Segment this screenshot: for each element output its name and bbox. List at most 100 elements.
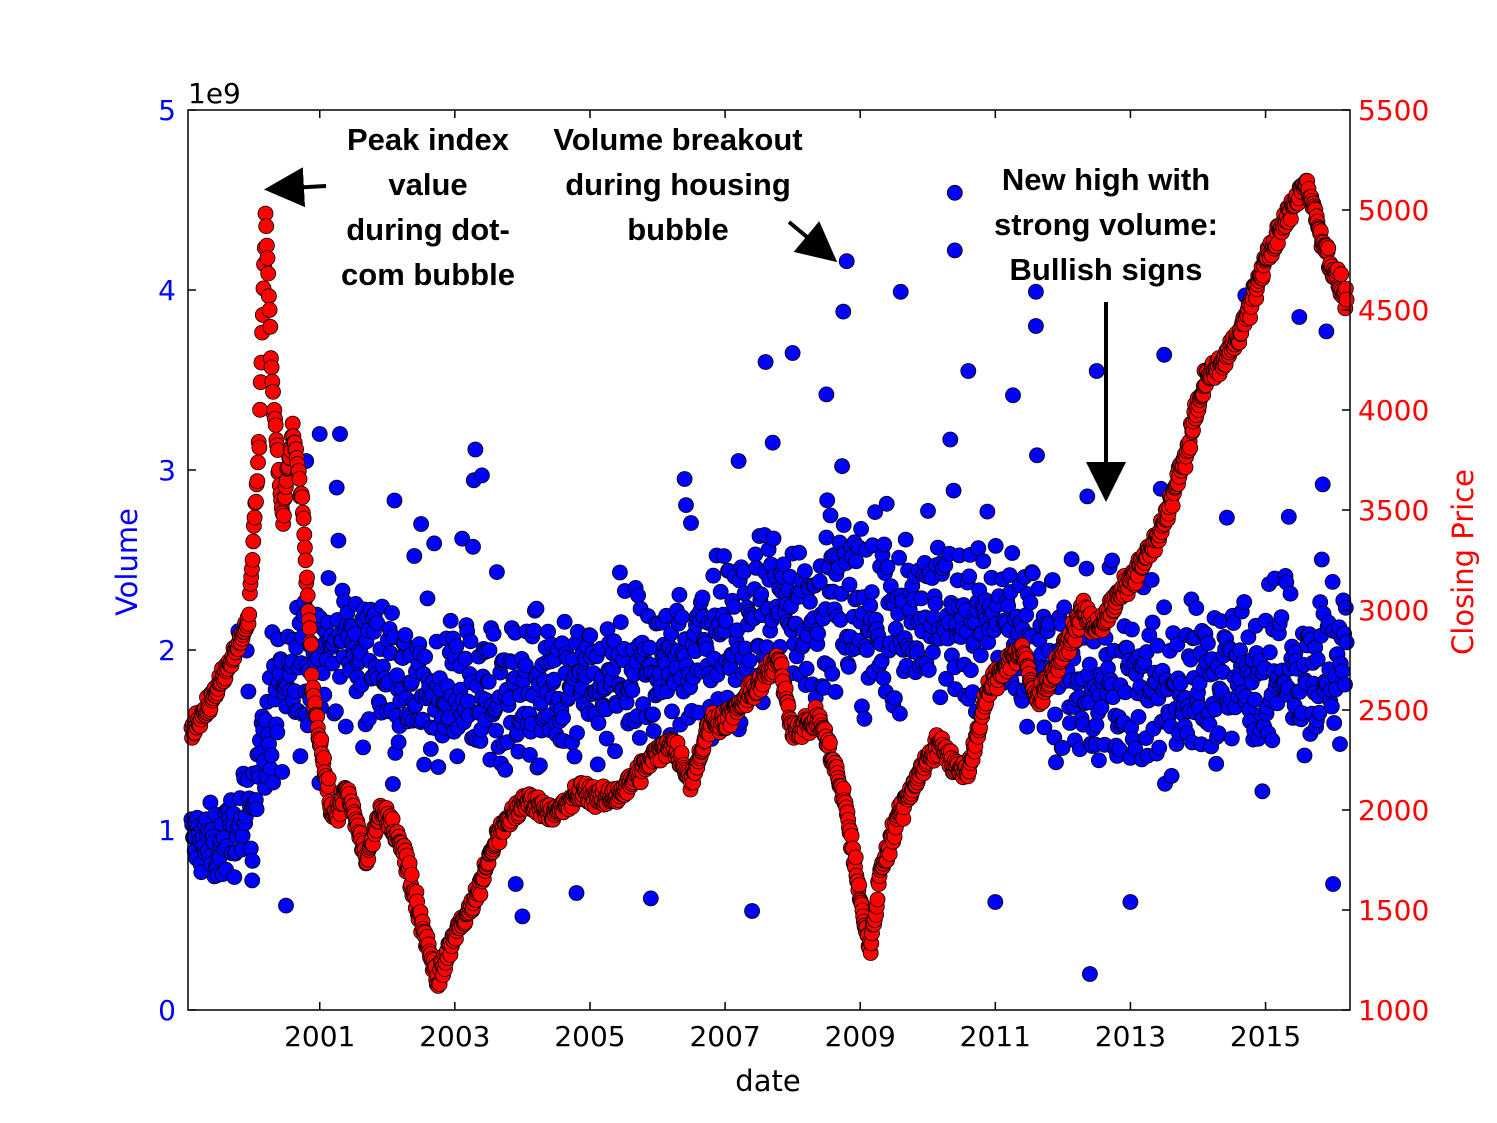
- volume-point: [1240, 629, 1257, 645]
- volume-point: [240, 683, 257, 700]
- x-tick-label: 2011: [960, 1020, 1031, 1053]
- price-point: [261, 301, 278, 318]
- volume-point: [1024, 565, 1041, 582]
- y-tick-label-right: 4000: [1358, 394, 1429, 427]
- volume-point: [589, 756, 606, 773]
- volume-point: [1111, 741, 1128, 758]
- volume-point: [1091, 752, 1107, 769]
- volume-point: [263, 747, 280, 764]
- volume-point: [1313, 551, 1330, 568]
- volume-point: [386, 492, 403, 509]
- volume-point: [838, 253, 855, 270]
- price-point: [472, 886, 489, 903]
- volume-point: [390, 734, 407, 751]
- volume-point: [822, 507, 839, 524]
- volume-point: [1151, 739, 1168, 756]
- volume-point: [920, 662, 937, 678]
- volume-point: [467, 441, 484, 458]
- volume-point: [862, 597, 879, 614]
- volume-point: [532, 757, 548, 774]
- volume-point: [1338, 634, 1355, 651]
- volume-point: [1156, 599, 1172, 616]
- volume-point: [269, 724, 286, 741]
- volume-point: [612, 614, 629, 630]
- volume-point: [1082, 966, 1098, 982]
- volume-point: [1264, 732, 1281, 749]
- volume-point: [887, 690, 903, 707]
- volume-point: [497, 761, 514, 778]
- volume-point: [979, 503, 996, 520]
- volume-point: [1093, 699, 1110, 716]
- y-tick-label-right: 2000: [1358, 794, 1429, 827]
- plot-frame: [187, 109, 1351, 1011]
- volume-point: [514, 908, 531, 925]
- volume-point: [337, 718, 354, 735]
- price-point: [250, 454, 266, 471]
- annotation-arrow: [787, 220, 838, 263]
- volume-point: [1261, 644, 1278, 661]
- volume-point: [1210, 725, 1227, 742]
- volume-point: [946, 242, 963, 259]
- volume-point: [987, 894, 1004, 910]
- price-point: [241, 606, 258, 623]
- volume-point: [1163, 768, 1180, 784]
- volume-point: [818, 529, 835, 546]
- volume-point: [645, 706, 661, 723]
- y-tick-label-left: 5: [158, 94, 176, 127]
- volume-point: [569, 725, 585, 741]
- annotation-arrow: [264, 167, 327, 208]
- price-point: [299, 587, 316, 604]
- volume-point: [624, 682, 641, 699]
- volume-point: [863, 584, 880, 600]
- price-point: [263, 359, 280, 376]
- price-point: [260, 265, 277, 282]
- volume-point: [507, 876, 524, 892]
- volume-point: [1044, 572, 1061, 588]
- x-tick-label: 2009: [825, 1020, 896, 1053]
- volume-point: [987, 538, 1004, 554]
- volume-point: [1324, 574, 1341, 590]
- volume-point: [1223, 730, 1240, 747]
- volume-point: [1280, 508, 1297, 525]
- volume-point: [1156, 346, 1173, 363]
- volume-point: [430, 759, 447, 775]
- volume-point: [1088, 363, 1105, 379]
- volume-point: [694, 589, 711, 606]
- price-point: [847, 849, 864, 866]
- price-point: [258, 218, 275, 235]
- volume-point: [1048, 754, 1064, 771]
- volume-point: [832, 612, 849, 628]
- y-tick-label-left: 2: [158, 634, 176, 667]
- volume-point: [1124, 621, 1140, 638]
- volume-point: [448, 638, 465, 655]
- volume-point: [1337, 599, 1354, 616]
- price-point: [260, 288, 277, 305]
- price-point: [1338, 291, 1355, 308]
- y-tick-label-right: 5000: [1358, 194, 1429, 227]
- price-point: [320, 770, 337, 787]
- volume-point: [1326, 715, 1343, 731]
- price-point: [297, 552, 314, 569]
- volume-point: [1172, 675, 1189, 692]
- volume-point: [938, 670, 954, 687]
- volume-point: [244, 853, 261, 869]
- volume-point: [676, 471, 693, 487]
- price-point: [245, 533, 262, 550]
- volume-point: [1337, 676, 1353, 693]
- volume-point: [462, 633, 479, 650]
- price-point: [1182, 439, 1199, 456]
- volume-point: [932, 689, 949, 706]
- volume-point: [422, 741, 439, 757]
- volume-point: [426, 535, 443, 552]
- volume-point: [961, 568, 978, 585]
- volume-point: [1323, 698, 1340, 715]
- volume-point: [810, 625, 826, 642]
- volume-point: [975, 553, 992, 570]
- volume-point: [327, 703, 344, 720]
- volume-point: [1028, 283, 1044, 300]
- volume-point: [802, 593, 818, 610]
- volume-point: [827, 684, 844, 700]
- ticks-layer: 2001 2003 2005 2007 2009 2011 2013 2015 0 1 2 3 4 5 10…: [158, 94, 1429, 1053]
- volume-point: [473, 467, 490, 484]
- volume-point: [791, 544, 807, 561]
